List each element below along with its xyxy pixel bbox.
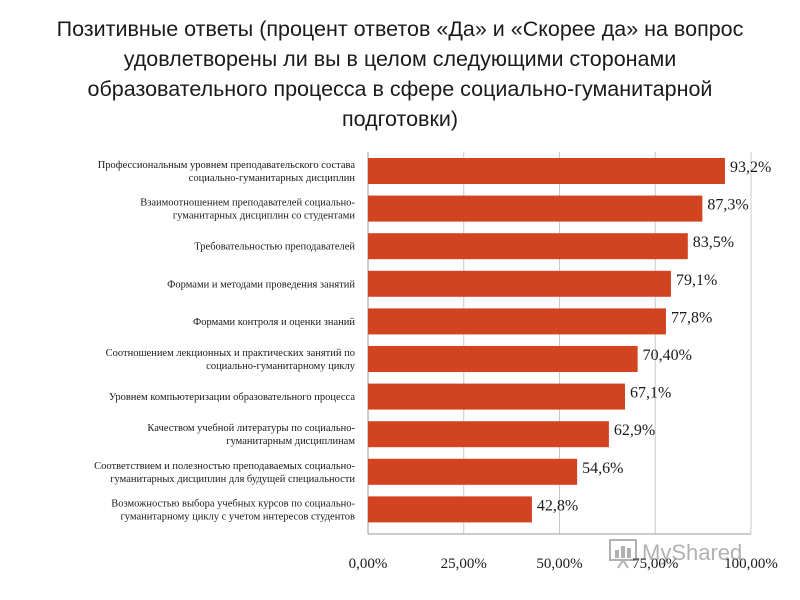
bar (368, 421, 609, 448)
bar (368, 383, 625, 410)
category-label: гуманитарным дисциплинам (226, 436, 355, 447)
bar (368, 308, 666, 335)
category-label: Профессиональным уровнем преподавательск… (98, 160, 356, 171)
category-label: Взаимоотношением преподавателей социальн… (140, 198, 355, 209)
value-label: 87,3% (707, 197, 748, 214)
category-labels: Профессиональным уровнем преподавательск… (94, 160, 356, 522)
bar (368, 158, 725, 184)
category-label: Соотношением лекционных и практических з… (106, 348, 355, 359)
value-label: 83,5% (693, 234, 734, 251)
category-label: Формами и методами проведения занятий (167, 279, 355, 290)
category-label: Возможностью выбора учебных курсов по со… (111, 498, 355, 509)
value-label: 54,6% (582, 460, 623, 477)
category-label: гуманитарных дисциплин со студентами (173, 211, 356, 222)
chart-title: Позитивные ответы (процент ответов «Да» … (56, 17, 744, 131)
bar (368, 195, 703, 222)
category-label: гуманитарных дисциплин для будущей специ… (110, 474, 355, 485)
x-tick-label: 100,00% (724, 556, 778, 572)
x-axis-tick-labels: 0,00% 25,00% 50,00% 75,00% 100,00% (349, 556, 778, 572)
category-label: социально-гуманитарных дисциплин (189, 173, 356, 184)
x-tick-label: 75,00% (632, 556, 678, 572)
category-label: Формами контроля и оценки знаний (193, 317, 355, 328)
category-label: гуманитарному циклу с учетом интересов с… (120, 511, 355, 522)
category-label: Качеством учебной литературы по социальн… (147, 423, 355, 434)
bar (368, 270, 671, 297)
bar (368, 496, 532, 523)
x-tick-label: 0,00% (349, 556, 388, 572)
category-label: Уровнем компьютеризации образовательного… (109, 392, 356, 403)
value-label: 62,9% (614, 422, 655, 439)
value-label: 70,40% (643, 347, 692, 364)
x-tick-label: 25,00% (441, 556, 487, 572)
value-labels: 93,2% 87,3% 83,5% 79,1% 77,8% 70,40% 67,1% 62,9… (537, 159, 771, 514)
value-label: 67,1% (630, 385, 671, 402)
category-label: Соответствием и полезностью преподаваемы… (94, 461, 355, 472)
value-label: 77,8% (671, 309, 712, 326)
bars-group (368, 158, 725, 523)
bar (368, 233, 688, 260)
bar (368, 346, 638, 372)
value-label: 79,1% (676, 272, 717, 289)
value-label: 42,8% (537, 497, 578, 514)
value-label: 93,2% (730, 159, 771, 176)
x-tick-label: 50,00% (536, 556, 582, 572)
category-label: Требовательностью преподавателей (194, 242, 355, 253)
bar (368, 458, 578, 485)
category-label: социально-гуманитарному циклу (206, 361, 356, 372)
